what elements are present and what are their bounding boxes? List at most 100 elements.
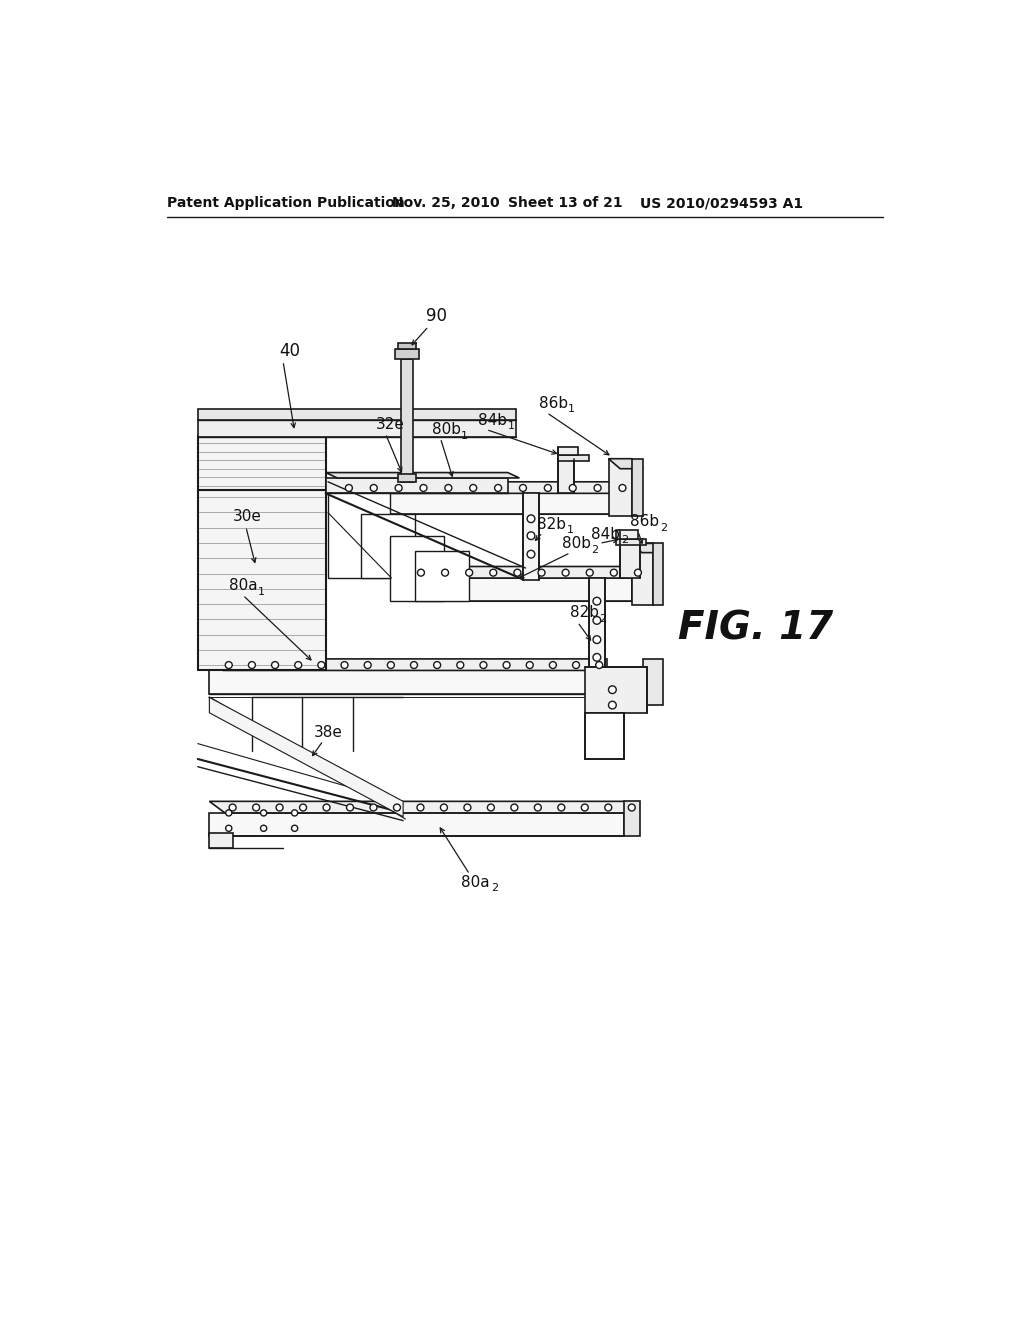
- Text: 2: 2: [599, 614, 606, 624]
- Circle shape: [457, 661, 464, 668]
- Polygon shape: [209, 801, 640, 813]
- Circle shape: [225, 809, 231, 816]
- Circle shape: [487, 804, 495, 810]
- Circle shape: [527, 550, 535, 558]
- Circle shape: [323, 804, 330, 810]
- Polygon shape: [397, 343, 417, 350]
- Circle shape: [300, 804, 306, 810]
- Text: Sheet 13 of 21: Sheet 13 of 21: [508, 197, 623, 210]
- Circle shape: [594, 484, 601, 491]
- Text: 40: 40: [280, 342, 300, 360]
- Text: 84b: 84b: [592, 527, 621, 541]
- Polygon shape: [198, 420, 515, 437]
- Circle shape: [444, 484, 452, 491]
- Text: 2: 2: [659, 523, 667, 533]
- Circle shape: [618, 484, 626, 491]
- Circle shape: [341, 661, 348, 668]
- Circle shape: [411, 661, 418, 668]
- Text: 90: 90: [426, 308, 447, 325]
- Text: 1: 1: [258, 587, 265, 597]
- Polygon shape: [632, 544, 652, 605]
- Polygon shape: [589, 578, 604, 671]
- Circle shape: [608, 686, 616, 693]
- Polygon shape: [608, 459, 643, 469]
- Text: 80a: 80a: [461, 875, 489, 890]
- Polygon shape: [624, 801, 640, 836]
- Polygon shape: [209, 833, 232, 847]
- Circle shape: [582, 804, 588, 810]
- Polygon shape: [209, 671, 593, 693]
- Text: 86b: 86b: [630, 515, 659, 529]
- Polygon shape: [586, 713, 624, 759]
- Polygon shape: [397, 474, 417, 482]
- Circle shape: [420, 484, 427, 491]
- Circle shape: [635, 569, 641, 576]
- Text: 30e: 30e: [232, 510, 261, 524]
- Polygon shape: [209, 659, 607, 671]
- Circle shape: [271, 661, 279, 668]
- Circle shape: [511, 804, 518, 810]
- Polygon shape: [616, 529, 638, 539]
- Polygon shape: [407, 566, 646, 578]
- Polygon shape: [558, 459, 573, 494]
- Circle shape: [317, 661, 325, 668]
- Circle shape: [260, 809, 266, 816]
- Polygon shape: [400, 359, 414, 482]
- Polygon shape: [621, 543, 640, 578]
- Circle shape: [608, 701, 616, 709]
- Polygon shape: [586, 667, 647, 713]
- Text: 84b: 84b: [478, 413, 507, 428]
- Circle shape: [470, 484, 477, 491]
- Polygon shape: [326, 473, 519, 478]
- Polygon shape: [328, 494, 390, 578]
- Text: 1: 1: [568, 404, 575, 414]
- Circle shape: [292, 825, 298, 832]
- Polygon shape: [407, 578, 632, 601]
- Text: 1: 1: [566, 525, 573, 536]
- Circle shape: [596, 661, 603, 668]
- Text: 1: 1: [508, 421, 515, 432]
- Polygon shape: [652, 544, 663, 605]
- Text: 38e: 38e: [314, 725, 343, 739]
- Text: 32e: 32e: [376, 417, 404, 432]
- Circle shape: [260, 825, 266, 832]
- Polygon shape: [198, 409, 515, 420]
- Text: FIG. 17: FIG. 17: [678, 609, 834, 647]
- Text: 1: 1: [461, 430, 468, 441]
- Text: Patent Application Publication: Patent Application Publication: [167, 197, 404, 210]
- Text: Nov. 25, 2010: Nov. 25, 2010: [391, 197, 499, 210]
- Circle shape: [593, 597, 601, 605]
- Circle shape: [393, 804, 400, 810]
- Polygon shape: [608, 459, 632, 516]
- Polygon shape: [198, 436, 326, 490]
- Polygon shape: [632, 566, 646, 601]
- Circle shape: [395, 484, 402, 491]
- Polygon shape: [415, 552, 469, 601]
- Circle shape: [229, 804, 237, 810]
- Circle shape: [292, 809, 298, 816]
- Circle shape: [387, 661, 394, 668]
- Circle shape: [550, 661, 556, 668]
- Circle shape: [249, 661, 255, 668]
- Polygon shape: [523, 494, 539, 579]
- Circle shape: [514, 569, 521, 576]
- Circle shape: [538, 569, 545, 576]
- Polygon shape: [394, 350, 420, 359]
- Polygon shape: [326, 478, 508, 494]
- Circle shape: [346, 804, 353, 810]
- Polygon shape: [198, 490, 326, 671]
- Text: 2: 2: [621, 536, 628, 545]
- Circle shape: [545, 484, 551, 491]
- Text: 82b: 82b: [538, 516, 566, 532]
- Text: 2: 2: [490, 883, 498, 894]
- Circle shape: [371, 484, 377, 491]
- Circle shape: [295, 661, 302, 668]
- Circle shape: [489, 569, 497, 576]
- Circle shape: [418, 569, 424, 576]
- Circle shape: [495, 484, 502, 491]
- Text: 80a: 80a: [228, 578, 257, 593]
- Polygon shape: [593, 659, 607, 693]
- Polygon shape: [390, 536, 444, 601]
- Polygon shape: [209, 813, 624, 836]
- Circle shape: [593, 636, 601, 644]
